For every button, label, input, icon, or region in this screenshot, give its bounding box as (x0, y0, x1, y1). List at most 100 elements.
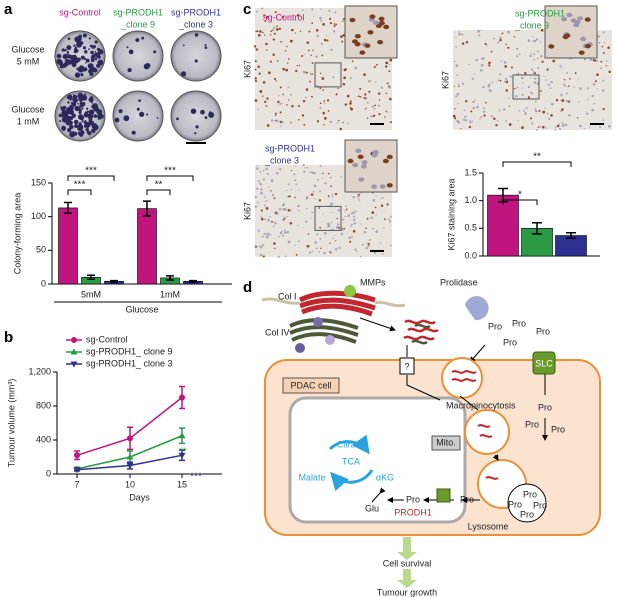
stain-dot (319, 106, 322, 110)
stain-dot (602, 119, 605, 122)
stain-dot (331, 193, 334, 196)
slc-transporter (532, 351, 556, 375)
stain-dot (346, 94, 350, 98)
colony (79, 123, 82, 127)
label: Pro (533, 500, 547, 510)
stain-dot (491, 115, 493, 117)
stain-dot (278, 208, 282, 211)
stain-dot (311, 73, 313, 75)
colony (143, 63, 150, 70)
stain-dot (282, 67, 285, 71)
stain-dot (294, 32, 297, 34)
stain-dot (329, 17, 332, 20)
vesicle (464, 409, 510, 455)
colony (97, 59, 104, 66)
stain-dot (608, 70, 611, 74)
stain-dot (263, 233, 265, 235)
stain-dot (349, 106, 352, 109)
stain-dot (378, 99, 381, 101)
stain-dot (518, 110, 521, 112)
nucleus (378, 16, 385, 22)
stain-dot (306, 167, 309, 169)
stain-dot (277, 235, 280, 238)
colony (80, 73, 84, 77)
stain-dot (321, 43, 323, 45)
stain-dot (304, 166, 307, 169)
stain-dot (453, 85, 456, 87)
label: Macropinocytosis (446, 400, 516, 410)
stain-dot (349, 102, 352, 105)
significance-label: * (518, 190, 522, 201)
stain-dot (372, 114, 376, 118)
error-bar (110, 279, 118, 283)
stain-dot (389, 215, 392, 218)
colony (73, 115, 76, 118)
stain-dot (263, 193, 265, 195)
stain-dot (261, 244, 265, 247)
stain-dot (505, 43, 507, 46)
colony (141, 36, 145, 40)
stain-dot (537, 66, 540, 69)
nucleus (361, 160, 368, 165)
stain-dot (583, 58, 587, 61)
stain-dot (298, 240, 301, 242)
stain-dot (480, 115, 483, 118)
stain-dot (518, 53, 521, 56)
stain-dot (505, 120, 508, 123)
stain-dot (462, 118, 466, 122)
stain-dot (313, 15, 315, 17)
stain-dot (319, 164, 322, 167)
stain-dot (306, 41, 310, 44)
nucleus (566, 12, 573, 18)
colony (66, 45, 72, 51)
stain-dot (274, 11, 277, 14)
stain-dot (537, 126, 539, 128)
stain-dot (310, 193, 314, 196)
stain-dot (458, 85, 460, 88)
stain-dot (532, 71, 535, 74)
stain-dot (465, 119, 468, 122)
stain-dot (327, 195, 330, 198)
stain-dot (388, 219, 392, 223)
colony (96, 53, 99, 57)
stain-dot (382, 253, 384, 255)
stain-dot (488, 89, 492, 93)
row-label: 5 mM (17, 56, 40, 66)
colony (131, 130, 136, 135)
stain-dot (298, 189, 300, 191)
stain-dot (296, 64, 299, 67)
stain-dot (295, 69, 298, 73)
stain-dot (599, 126, 602, 129)
colony (77, 102, 79, 105)
stain-dot (464, 115, 467, 118)
stain-dot (330, 221, 333, 224)
label: αKG (376, 472, 394, 482)
stain-dot (256, 30, 259, 33)
stain-dot (589, 126, 591, 128)
stain-dot (342, 20, 344, 22)
nucleus (352, 162, 359, 168)
stain-dot (540, 54, 543, 58)
bar (137, 208, 157, 285)
stain-dot (281, 234, 284, 237)
image-label: sg-PRODH1 (265, 143, 315, 153)
colony (74, 46, 78, 50)
stain-dot (323, 251, 326, 255)
nucleus (386, 154, 393, 160)
y-tick-label: 100 (31, 211, 46, 221)
stain-dot (344, 103, 348, 106)
stain-dot (504, 65, 507, 68)
stain-dot (256, 201, 259, 203)
colony (180, 71, 187, 77)
stain-dot (294, 196, 296, 199)
error-bar (189, 279, 197, 283)
stain-dot (363, 231, 367, 234)
stain-dot (259, 245, 263, 249)
stain-dot (608, 124, 611, 128)
colony (136, 107, 140, 111)
colony (67, 54, 72, 59)
stain-dot (267, 71, 271, 75)
stain-dot (340, 175, 343, 178)
nucleus (352, 39, 359, 44)
